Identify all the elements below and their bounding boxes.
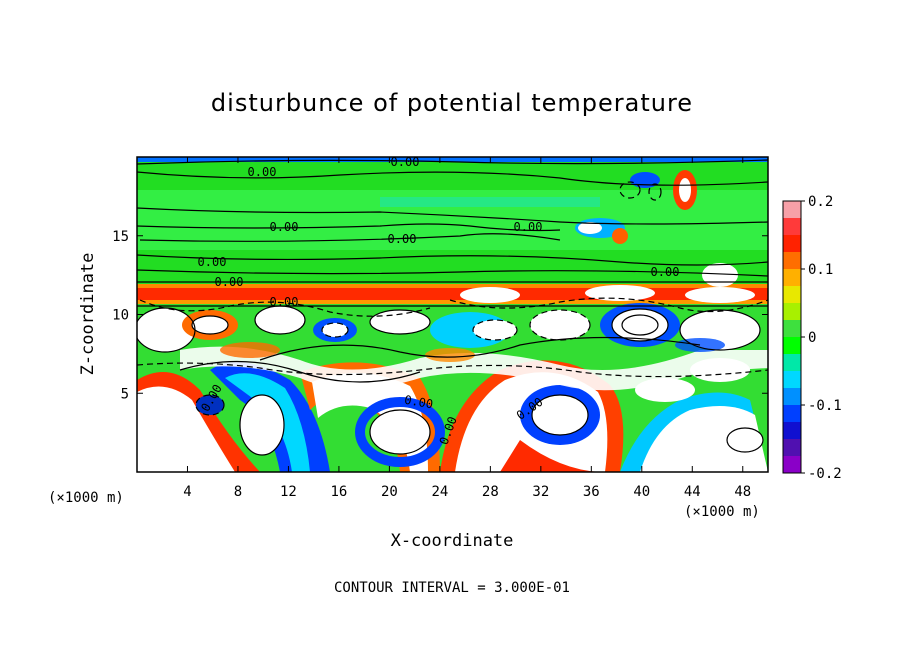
- contour-lines: [137, 159, 768, 456]
- z-axis-label: Z-coordinate: [78, 253, 98, 376]
- field-red-band-low: [137, 300, 768, 304]
- colorbar-swatch: [783, 354, 801, 372]
- colorbar-swatch: [783, 201, 801, 219]
- colorbar-swatch: [783, 218, 801, 236]
- x-tick-label: 36: [583, 484, 600, 500]
- x-tick-label: 4: [183, 484, 191, 500]
- colorbar-swatch: [783, 320, 801, 338]
- plot-area: 0.00 0.00 0.00 0.00 0.00 0.00 0.00 0.00 …: [137, 155, 768, 472]
- contour-label: 0.00: [514, 220, 543, 234]
- contour-label: 0.00: [198, 255, 227, 269]
- x-tick-label: 20: [381, 484, 398, 500]
- colorbar-swatch: [783, 337, 801, 355]
- colorbar-swatch: [783, 422, 801, 440]
- x-axis: 4 8 12 16 20 24 28 32 36 40 44 48: [183, 157, 751, 500]
- colorbar-tick-label: -0.1: [808, 398, 842, 414]
- x-tick-label: 40: [633, 484, 650, 500]
- turbulent-blobs: [137, 170, 768, 472]
- colorbar-swatch: [783, 303, 801, 321]
- colorbar-tick-label: 0.2: [808, 194, 833, 210]
- x-tick-label: 32: [532, 484, 549, 500]
- x-axis-unit-left: (×1000 m): [48, 490, 124, 506]
- colorbar-swatch: [783, 388, 801, 406]
- x-tick-label: 44: [684, 484, 701, 500]
- contour-label: 0.00: [388, 232, 417, 246]
- colorbar-swatch: [783, 405, 801, 423]
- x-tick-label: 28: [482, 484, 499, 500]
- x-tick-label: 8: [234, 484, 242, 500]
- field-red-band: [137, 284, 768, 290]
- contour-label: 0.00: [391, 155, 420, 169]
- contour-lines-dashed: [137, 181, 768, 416]
- x-tick-label: 24: [431, 484, 448, 500]
- contour-label: 0.00: [270, 295, 299, 309]
- field-teal-strip: [380, 197, 600, 207]
- colorbar: [783, 201, 801, 474]
- contour-label: 0.00: [403, 393, 434, 412]
- contour-label: 0.00: [248, 165, 277, 179]
- contour-label: 0.00: [215, 275, 244, 289]
- z-tick-label: 10: [112, 308, 129, 324]
- colorbar-swatch: [783, 235, 801, 253]
- z-tick-label: 5: [121, 386, 129, 402]
- colorbar-tick-label: -0.2: [808, 466, 842, 482]
- field-red-band-core: [137, 288, 768, 302]
- contour-interval-note: CONTOUR INTERVAL = 3.000E-01: [334, 580, 570, 596]
- x-tick-label: 12: [280, 484, 297, 500]
- chart-title: disturbunce of potential temperature: [211, 89, 693, 117]
- field-top-blue-edge: [137, 157, 768, 162]
- colorbar-swatch: [783, 286, 801, 304]
- colorbar-swatch: [783, 456, 801, 474]
- contour-label: 0.00: [270, 220, 299, 234]
- x-axis-label: X-coordinate: [391, 531, 514, 551]
- colorbar-swatch: [783, 269, 801, 287]
- z-tick-label: 15: [112, 229, 129, 245]
- colorbar-tick-label: 0.1: [808, 262, 833, 278]
- x-axis-unit-right: (×1000 m): [684, 504, 760, 520]
- colorbar-swatch: [783, 439, 801, 457]
- colorbar-swatch: [783, 252, 801, 270]
- colorbar-tick-label: 0: [808, 330, 816, 346]
- colorbar-swatch: [783, 371, 801, 389]
- contour-label: 0.00: [651, 265, 680, 279]
- z-axis: 5 10 15: [112, 229, 768, 402]
- colorbar-ticks: 0.2 0.1 0 -0.1 -0.2: [801, 194, 842, 482]
- x-tick-label: 48: [734, 484, 751, 500]
- x-tick-label: 16: [330, 484, 347, 500]
